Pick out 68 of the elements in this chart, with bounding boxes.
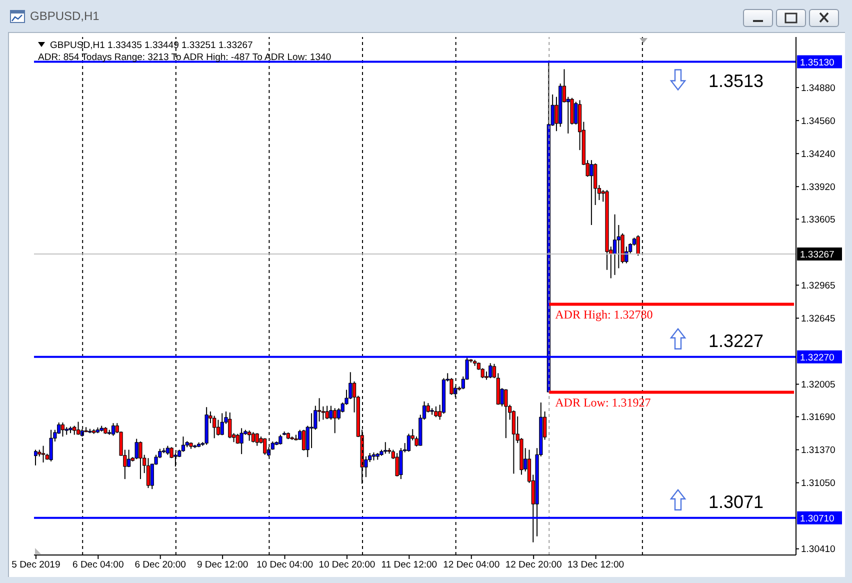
y-tick-label: 1.33920 — [801, 182, 836, 193]
chart-subtitle: GBPUSD,H1 1.33435 1.33449 1.33251 1.33267 — [50, 40, 253, 51]
candlestick — [384, 442, 388, 454]
candlestick — [325, 405, 329, 420]
x-tick-label: 12 Dec 20:00 — [505, 560, 562, 571]
candlestick — [248, 430, 252, 442]
x-tick-label: 13 Dec 12:00 — [568, 560, 624, 571]
x-tick-label: 5 Dec 2019 — [12, 560, 60, 571]
annotation: 1.3513 — [708, 70, 764, 91]
candlestick — [34, 449, 38, 466]
y-tick-label: 1.31690 — [801, 412, 836, 424]
x-tick-label: 11 Dec 12:00 — [381, 560, 438, 571]
candlestick — [111, 422, 116, 436]
annotation: ADR: 854 Todays Range: 3213 To ADR High: -487 To ADR Low: 1340 — [38, 52, 332, 63]
candlestick — [240, 428, 244, 455]
annotation: 1.3071 — [708, 492, 764, 512]
candlestick — [278, 434, 282, 445]
candlestick — [134, 438, 138, 460]
y-tick-label: 1.31050 — [801, 478, 836, 490]
candlestick — [127, 449, 131, 468]
candlestick — [434, 406, 438, 418]
candlestick — [488, 362, 492, 379]
ref-line-label: 1.32270 — [800, 352, 834, 364]
candlestick — [333, 408, 337, 434]
x-tick-label: 10 Dec 20:00 — [318, 560, 376, 571]
candlestick — [406, 433, 411, 452]
candlestick — [590, 160, 594, 226]
candlestick — [255, 432, 259, 446]
candlestick — [504, 388, 508, 439]
candlestick — [302, 429, 306, 451]
candlestick — [60, 422, 65, 438]
candlestick — [138, 440, 142, 480]
ref-line-label: 1.35130 — [800, 57, 834, 68]
candlestick — [329, 405, 333, 420]
ref-line-label: 1.30710 — [800, 513, 834, 524]
candlestick — [263, 438, 267, 456]
candlestick — [220, 412, 224, 436]
candlestick — [216, 419, 220, 436]
x-tick-label: 6 Dec 04:00 — [72, 560, 124, 571]
candlestick — [612, 214, 617, 276]
x-tick-label: 12 Dec 04:00 — [443, 560, 500, 571]
candlestick — [236, 433, 240, 444]
x-tick-label: 9 Dec 12:00 — [196, 560, 248, 571]
candlestick — [41, 445, 46, 463]
candlestick — [636, 234, 640, 256]
series-label: ADR Low: 1.31927 — [555, 395, 651, 410]
y-tick-label: 1.32005 — [801, 380, 836, 391]
y-tick-label: 1.34240 — [801, 148, 836, 160]
annotation: 1.3227 — [708, 330, 764, 351]
series-label: ADR High: 1.32780 — [555, 307, 653, 322]
y-tick-label: 1.32965 — [801, 280, 836, 292]
x-tick-label: 6 Dec 20:00 — [134, 560, 186, 571]
y-tick-label: 1.31370 — [801, 445, 836, 456]
y-tick-label: 1.33605 — [801, 214, 836, 226]
candlestick — [212, 415, 216, 439]
y-tick-label: 1.32645 — [801, 314, 836, 325]
candlestick — [228, 412, 232, 439]
y-tick-label: 1.34880 — [801, 82, 836, 94]
x-tick-label: 10 Dec 04:00 — [256, 560, 314, 571]
candlestick — [251, 432, 256, 443]
y-tick-label: 1.30410 — [801, 544, 836, 556]
y-tick-label: 1.34560 — [801, 116, 836, 127]
candlestick — [76, 421, 80, 436]
candlestick — [310, 412, 314, 449]
candlestick — [146, 458, 150, 489]
ref-line-label: 1.33267 — [800, 250, 834, 261]
candlestick — [49, 429, 53, 462]
chart-title: GBPUSD,H1 — [30, 9, 100, 23]
